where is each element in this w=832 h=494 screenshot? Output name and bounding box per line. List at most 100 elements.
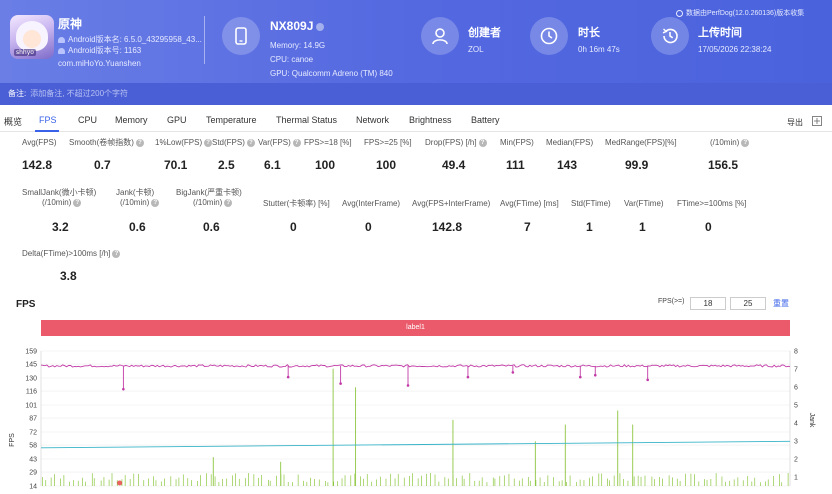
y-tick-label: 58 (29, 443, 37, 450)
tab-brightness[interactable]: Brightness (409, 115, 452, 125)
stat-small-jank: SmallJank(微小卡顿) (/10min)? 3.2 (22, 188, 97, 234)
help-icon[interactable]: ? (292, 138, 301, 147)
fps-threshold-input-2[interactable]: 25 (730, 297, 766, 310)
jank-trend-line (40, 440, 791, 449)
app-version-code: Android版本号: 1163 (58, 45, 141, 56)
device-name: NX809J (270, 19, 325, 33)
stat-jank: Jank(卡顿) (/10min)? 0.6 (116, 188, 160, 234)
duration-value: 0h 16m 47s (578, 45, 620, 54)
help-icon[interactable]: ? (246, 138, 255, 147)
stat-avg-fps: Avg(FPS) 142.8 (22, 138, 57, 172)
tab-cpu[interactable]: CPU (78, 115, 98, 125)
y2-tick-label: 6 (794, 385, 798, 392)
fps-dip-point (646, 378, 649, 382)
y-tick-label: 130 (25, 376, 37, 383)
y-axis-label: FPS (9, 433, 16, 447)
app-icon: shhyo (10, 15, 54, 59)
fps-dip-point (511, 371, 515, 374)
stat-var-ftime: Var(FTime) 1 (624, 199, 664, 234)
jank-marker (117, 480, 123, 486)
fps-dip-point (578, 375, 582, 379)
android-icon (58, 47, 65, 54)
y2-tick-label: 4 (794, 421, 798, 428)
reset-button[interactable]: 重置 (773, 299, 789, 308)
export-button[interactable]: 导出 (787, 118, 803, 127)
app-name: 原神 (58, 17, 83, 31)
info-icon[interactable] (316, 22, 325, 31)
chart-title: FPS (16, 299, 36, 310)
fps-dip-point (339, 382, 342, 385)
stat-delta-ftime: Delta(FTime)>100ms [/h]? 3.8 (22, 249, 121, 283)
header-divider (204, 16, 205, 64)
fps-series-line (40, 364, 791, 368)
help-icon[interactable]: ? (224, 198, 233, 207)
stat-fps-18: FPS>=18 [%] 100 (304, 138, 352, 172)
y-tick-label: 87 (29, 416, 37, 423)
stat-medrange: MedRange(FPS)[%] 99.9 (605, 138, 677, 172)
y2-axis-label: Jank (808, 413, 815, 428)
y2-tick-label: 2 (794, 457, 798, 464)
stat-avg-interframe: Avg(InterFrame) 0 (342, 199, 401, 234)
help-icon[interactable]: ? (478, 138, 487, 147)
tab-gpu[interactable]: GPU (167, 115, 187, 125)
data-source-note: 数据由PerfDog(12.0.260136)版本收集 (676, 8, 804, 18)
remark-label: 备注: (8, 89, 27, 98)
expand-icon[interactable] (812, 116, 822, 126)
stat-stutter: Stutter(卡顿率) [%] 0 (263, 199, 330, 234)
tab-fps[interactable]: FPS (39, 115, 57, 125)
help-icon[interactable]: ? (151, 198, 160, 207)
label-band[interactable]: label1 (41, 320, 790, 336)
stat-std-fps: Std(FPS)? 2.5 (212, 138, 255, 172)
y-tick-label: 43 (29, 457, 37, 464)
tab-temperature[interactable]: Temperature (206, 115, 257, 125)
help-icon[interactable]: ? (741, 138, 750, 147)
upload-value: 17/05/2026 22:38:24 (698, 45, 772, 54)
report-header: shhyo 原神 Android版本名: 6.5.0_43295958_43..… (0, 0, 832, 83)
fps-threshold-input-1[interactable]: 18 (690, 297, 726, 310)
remark-bar[interactable]: 备注: 添加备注, 不超过200个字符 (0, 83, 832, 105)
y2-tick-label: 5 (794, 403, 798, 410)
duration-label: 时长 (578, 27, 600, 39)
stat-fps-25: FPS>=25 [%] 100 (364, 138, 412, 172)
app-icon-tag: shhyo (14, 49, 36, 56)
android-icon (58, 36, 65, 43)
tab-thermal-status[interactable]: Thermal Status (276, 115, 338, 125)
tab-network[interactable]: Network (356, 115, 390, 125)
info-icon (676, 9, 683, 17)
y-tick-label: 101 (25, 403, 37, 410)
help-icon[interactable]: ? (204, 138, 213, 147)
y-tick-label: 116 (26, 389, 37, 396)
help-icon[interactable]: ? (135, 138, 144, 147)
app-version-name: Android版本名: 6.5.0_43295958_43... (58, 34, 202, 45)
clock-icon (530, 17, 568, 55)
tab-overview[interactable]: 概览 (4, 117, 23, 127)
y-tick-label: 29 (29, 470, 37, 477)
stat-1-low-fps: 1%Low(FPS)? 70.1 (155, 138, 213, 172)
phone-icon (222, 17, 260, 55)
y-tick-label: 145 (25, 362, 37, 369)
remark-input[interactable]: 添加备注, 不超过200个字符 (30, 89, 129, 98)
stat-median-fps: Median(FPS) 143 (546, 138, 594, 172)
stat-smooth: Smooth(卷帧指数)? 0.7 (69, 138, 144, 172)
stat-std-ftime: Std(FTime) 1 (571, 199, 611, 234)
stat-min-fps: Min(FPS) 111 (500, 138, 534, 172)
stat-avg-ftime: Avg(FTime) [ms] 7 (500, 199, 559, 234)
y2-tick-label: 3 (794, 439, 798, 446)
tab-battery[interactable]: Battery (471, 115, 500, 125)
y2-tick-label: 8 (794, 349, 798, 356)
help-icon[interactable]: ? (112, 249, 121, 258)
tab-memory[interactable]: Memory (115, 115, 148, 125)
y-tick-label: 72 (29, 430, 37, 437)
stat-per-10min: (/10min)? 156.5 (708, 138, 750, 172)
help-icon[interactable]: ? (73, 198, 82, 207)
device-cpu: CPU: canoe (270, 55, 314, 64)
fps-dip-point (122, 387, 125, 391)
stat-big-jank: BigJank(严重卡顿) (/10min)? 0.6 (176, 188, 242, 234)
device-memory: Memory: 14.9G (270, 41, 326, 50)
fps-threshold-label: FPS(>=) (658, 298, 685, 305)
app-package: com.miHoYo.Yuanshen (58, 59, 141, 68)
user-icon (421, 17, 459, 55)
stat-drop: Drop(FPS) [/h]? 49.4 (425, 138, 487, 172)
y-tick-label: 159 (25, 349, 37, 356)
